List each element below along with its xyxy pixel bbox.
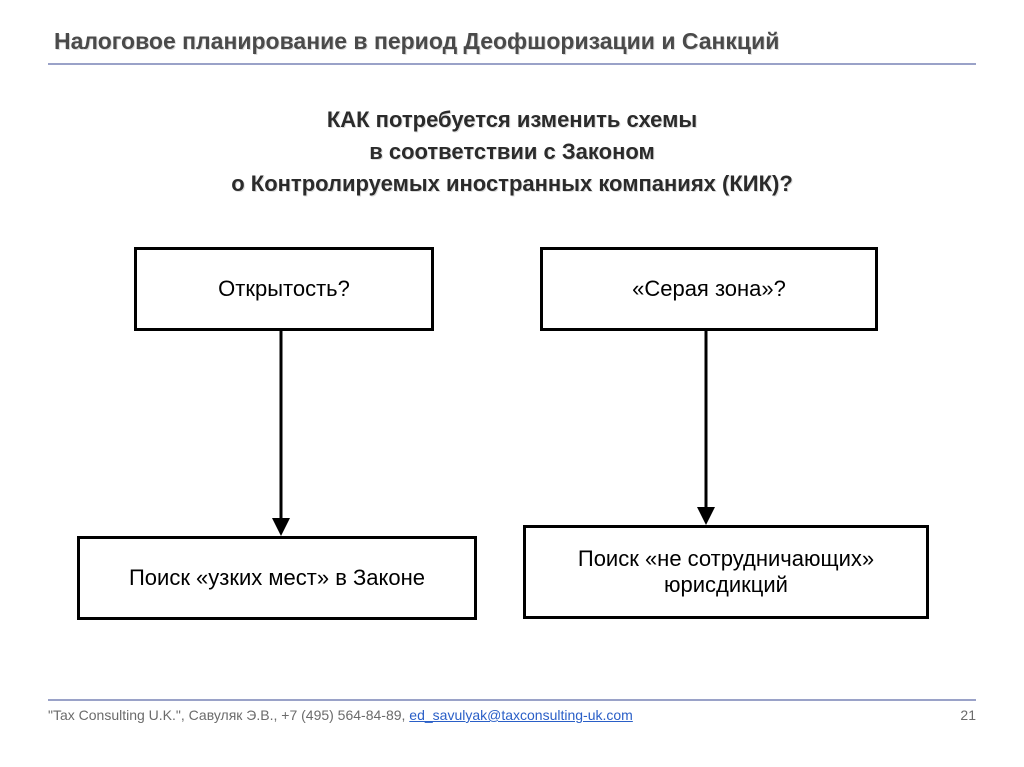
- footer-text: "Tax Consulting U.K.", Савуляк Э.В., +7 …: [48, 707, 633, 723]
- footer: "Tax Consulting U.K.", Савуляк Э.В., +7 …: [48, 699, 976, 723]
- footer-email-link[interactable]: ed_savulyak@taxconsulting-uk.com: [409, 707, 633, 723]
- page-title: Налоговое планирование в период Деофшори…: [48, 28, 976, 63]
- box-non-cooperating: Поиск «не сотрудничающих» юрисдикций: [523, 525, 929, 619]
- subtitle-line-3: о Контролируемых иностранных компаниях (…: [60, 168, 964, 200]
- box-non-cooperating-line1: Поиск «не сотрудничающих»: [578, 546, 874, 571]
- box-openness: Открытость?: [134, 247, 434, 331]
- subtitle-line-2: в соответствии с Законом: [60, 136, 964, 168]
- box-non-cooperating-label: Поиск «не сотрудничающих» юрисдикций: [578, 546, 874, 598]
- title-block: Налоговое планирование в период Деофшори…: [48, 28, 976, 65]
- slide: Налоговое планирование в период Деофшори…: [0, 0, 1024, 767]
- page-number: 21: [960, 707, 976, 723]
- box-openness-label: Открытость?: [218, 276, 350, 302]
- box-grey-zone-label: «Серая зона»?: [632, 276, 786, 302]
- arrow-left: [270, 331, 292, 536]
- box-non-cooperating-line2: юрисдикций: [664, 572, 788, 597]
- subtitle: КАК потребуется изменить схемы в соответ…: [60, 104, 964, 200]
- footer-prefix: "Tax Consulting U.K.", Савуляк Э.В., +7 …: [48, 707, 409, 723]
- box-loopholes: Поиск «узких мест» в Законе: [77, 536, 477, 620]
- arrow-right: [695, 331, 717, 525]
- box-grey-zone: «Серая зона»?: [540, 247, 878, 331]
- box-loopholes-label: Поиск «узких мест» в Законе: [129, 565, 425, 591]
- subtitle-line-1: КАК потребуется изменить схемы: [60, 104, 964, 136]
